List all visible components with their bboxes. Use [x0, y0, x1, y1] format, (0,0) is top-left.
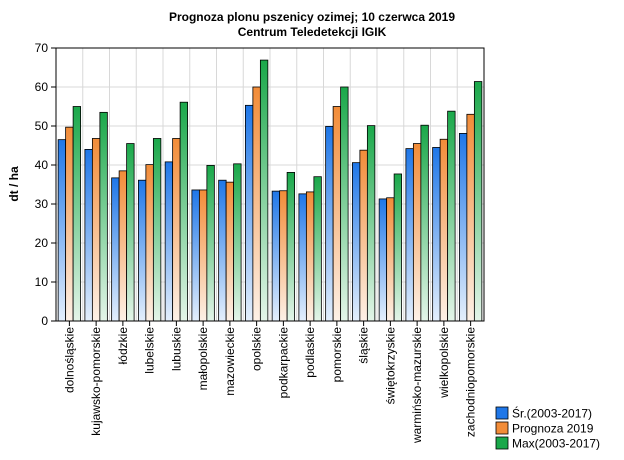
bar--r-2003-2017--11	[351, 162, 361, 322]
bar-max-2003-2017--2	[126, 143, 135, 322]
x-category-label: dolnośląskie	[62, 327, 76, 393]
bar-prognoza-2019-3	[145, 164, 154, 322]
bar-max-2003-2017--12	[393, 173, 403, 322]
bar-max-2003-2017--8	[286, 172, 296, 322]
bar-max-2003-2017--9	[313, 176, 322, 322]
legend-swatch	[495, 436, 509, 450]
legend-swatch	[495, 421, 509, 435]
legend-label: Max(2003-2017)	[512, 437, 600, 451]
y-tick-label: 50	[35, 119, 49, 133]
bar-prognoza-2019-6	[225, 181, 235, 322]
bar--r-2003-2017--9	[298, 193, 307, 322]
bar--r-2003-2017--7	[244, 104, 254, 322]
bar-max-2003-2017--15	[473, 81, 483, 322]
legend-label: Prognoza 2019	[512, 422, 594, 436]
x-category-label: małopolskie	[196, 327, 210, 391]
bar-max-2003-2017--13	[420, 124, 429, 322]
legend: Śr.(2003-2017)Prognoza 2019Max(2003-2017…	[495, 406, 600, 451]
bar-max-2003-2017--11	[366, 125, 376, 322]
bar--r-2003-2017--6	[218, 179, 227, 322]
x-axis-categories: dolnośląskie kujawsko-pomorskie łódzkie lub…	[62, 321, 478, 444]
x-category-label: łódzkie	[116, 327, 130, 365]
legend-label: Śr.(2003-2017)	[512, 406, 592, 421]
chart-subtitle: Centrum Teledetekcji IGIK	[238, 25, 387, 39]
bar--r-2003-2017--13	[405, 148, 414, 322]
bar-prognoza-2019-11	[359, 149, 368, 322]
y-tick-label: 40	[35, 158, 49, 172]
bar-max-2003-2017--5	[206, 164, 215, 322]
plot-frame	[55, 47, 485, 322]
bar--r-2003-2017--0	[57, 139, 67, 322]
bar-prognoza-2019-15	[466, 113, 475, 322]
bar-prognoza-2019-7	[252, 86, 261, 322]
bar-max-2003-2017--7	[259, 59, 269, 322]
bar-max-2003-2017--14	[447, 110, 456, 322]
x-category-label: kujawsko-pomorskie	[89, 327, 103, 436]
bar-max-2003-2017--6	[233, 163, 242, 322]
bar-prognoza-2019-1	[91, 138, 101, 322]
x-category-label: zachodniopomorskie	[464, 327, 478, 437]
bar--r-2003-2017--12	[378, 198, 388, 322]
x-category-label: warmińsko-mazurskie	[410, 327, 424, 444]
bars	[57, 59, 483, 322]
bar--r-2003-2017--1	[84, 148, 93, 322]
x-category-label: świętokrzyskie	[383, 327, 397, 405]
legend-swatch	[495, 406, 509, 420]
y-tick-label: 70	[35, 41, 49, 55]
x-category-label: lubuskie	[169, 327, 183, 371]
gridlines	[56, 48, 484, 321]
bar-prognoza-2019-5	[198, 189, 208, 322]
y-axis-label: dt / ha	[7, 166, 21, 202]
bar-max-2003-2017--1	[99, 111, 108, 322]
x-category-label: opolskie	[250, 327, 264, 371]
bar--r-2003-2017--8	[271, 190, 281, 322]
bar-prognoza-2019-14	[439, 138, 449, 322]
chart-title: Prognoza plonu pszenicy ozimej; 10 czerw…	[169, 10, 455, 24]
bar-max-2003-2017--4	[179, 101, 189, 322]
bar--r-2003-2017--10	[325, 125, 334, 322]
y-tick-label: 30	[35, 197, 49, 211]
y-tick-label: 0	[41, 314, 48, 328]
bar--r-2003-2017--4	[164, 161, 174, 322]
y-axis-ticks: 0 10 20 30 40 50 60 70	[35, 41, 56, 328]
x-category-label: podkarpackie	[276, 327, 290, 399]
x-category-label: pomorskie	[330, 327, 344, 383]
x-category-label: lubelskie	[143, 327, 157, 374]
bar-prognoza-2019-8	[279, 190, 288, 322]
bar-max-2003-2017--10	[340, 86, 349, 322]
bar-prognoza-2019-12	[386, 197, 395, 322]
bar-prognoza-2019-0	[65, 126, 74, 322]
bar--r-2003-2017--2	[111, 177, 120, 322]
y-tick-label: 10	[35, 275, 49, 289]
bar-max-2003-2017--3	[152, 138, 162, 322]
y-tick-label: 60	[35, 80, 49, 94]
bar-prognoza-2019-4	[172, 138, 181, 322]
bar-prognoza-2019-2	[118, 170, 128, 322]
bar-max-2003-2017--0	[72, 106, 82, 322]
bar-prognoza-2019-9	[305, 191, 315, 322]
y-tick-label: 20	[35, 236, 49, 250]
x-category-label: mazowieckie	[223, 327, 237, 396]
bar--r-2003-2017--3	[137, 179, 147, 322]
x-category-label: śląskie	[357, 327, 371, 364]
bar-prognoza-2019-10	[332, 106, 342, 322]
bar--r-2003-2017--15	[458, 133, 468, 322]
bar--r-2003-2017--14	[432, 147, 441, 322]
bar--r-2003-2017--5	[191, 189, 200, 322]
bar-prognoza-2019-13	[412, 143, 422, 322]
x-category-label: podlaskie	[303, 327, 317, 378]
x-category-label: wielkopolskie	[437, 327, 451, 399]
